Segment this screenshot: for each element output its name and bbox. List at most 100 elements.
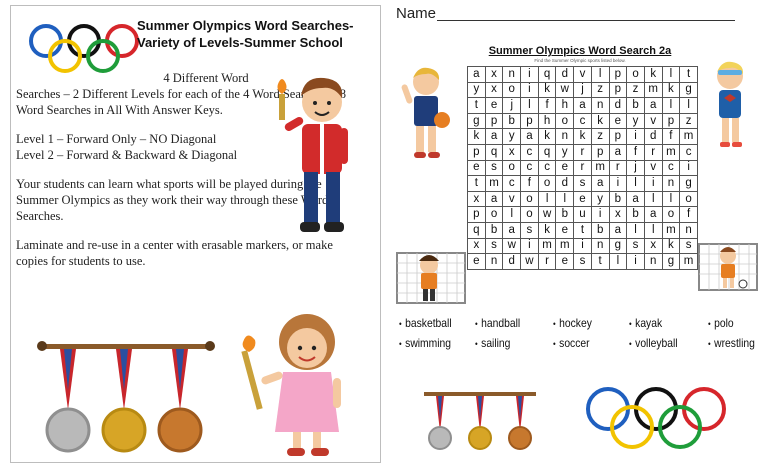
grid-cell: k (643, 66, 663, 83)
grid-cell: k (537, 81, 557, 99)
grid-cell: g (679, 81, 698, 99)
grid-cell: d (643, 128, 663, 145)
grid-cell: e (555, 159, 575, 177)
grid-cell: c (520, 159, 539, 177)
bullet-icon: • (553, 319, 556, 329)
grid-cell: e (467, 253, 486, 270)
grid-cell: s (520, 221, 539, 239)
grid-cell: v (643, 159, 663, 177)
grid-cell: a (608, 143, 628, 161)
word-text: wrestling (714, 336, 755, 350)
grid-cell: k (537, 128, 557, 145)
grid-cell: t (467, 97, 486, 114)
grid-cell: r (573, 159, 592, 177)
grid-cell: v (502, 190, 522, 208)
grid-cell: a (608, 221, 628, 239)
medals-illustration (37, 341, 215, 453)
bullet-icon: • (708, 319, 711, 329)
grid-cell: o (502, 81, 522, 99)
grid-cell: o (484, 206, 504, 223)
grid-cell: m (484, 175, 504, 192)
grid-cell: w (520, 253, 539, 270)
grid-cell: l (555, 190, 575, 208)
grid-cell: x (484, 81, 504, 99)
grid-cell: b (484, 221, 504, 239)
grid-cell: m (643, 81, 663, 99)
grid-cell: b (626, 206, 645, 223)
word-bank-item: • soccer (553, 336, 618, 350)
grid-cell: i (590, 206, 610, 223)
grid-cell: n (484, 253, 504, 270)
grid-cell: a (590, 175, 610, 192)
grid-cell: l (643, 221, 663, 239)
grid-cell: o (626, 66, 645, 83)
grid-cell: f (661, 128, 681, 145)
grid-cell: k (590, 112, 610, 130)
grid-cell: e (573, 190, 592, 208)
level-1-text: Level 1 – Forward Only – NO Diagonal (16, 132, 217, 146)
grid-cell: x (467, 237, 486, 255)
grid-cell: t (573, 221, 592, 239)
grid-cell: l (502, 206, 522, 223)
grid-cell: r (537, 253, 557, 270)
grid-cell: k (537, 221, 557, 239)
level-2-text: Level 2 – Forward & Backward & Diagonal (16, 148, 238, 162)
grid-cell: i (608, 175, 628, 192)
grid-cell: n (502, 66, 522, 83)
word-text: volleyball (635, 336, 678, 350)
word-search-title: Summer Olympics Word Search 2a (488, 45, 672, 57)
laminate-paragraph: Laminate and re-use in a center with era… (16, 238, 333, 268)
grid-cell: p (467, 143, 486, 161)
grid-cell: q (484, 143, 504, 161)
grid-cell: p (608, 81, 628, 99)
grid-cell: d (555, 175, 575, 192)
grid-cell: m (679, 253, 698, 270)
grid-cell: n (643, 253, 663, 270)
learn-paragraph: Your students can learn what sports will… (16, 177, 329, 223)
grid-cell: i (520, 237, 539, 255)
grid-cell: s (573, 175, 592, 192)
word-bank-item: • wrestling (708, 336, 768, 350)
grid-cell: m (537, 237, 557, 255)
grid-cell: w (502, 237, 522, 255)
word-text: hockey (559, 316, 592, 330)
grid-cell: x (608, 206, 628, 223)
count-rest: Searches – 2 Different Levels for each o… (16, 87, 347, 117)
grid-cell: n (679, 221, 698, 239)
grid-cell: y (502, 128, 522, 145)
grid-cell: h (555, 97, 575, 114)
grid-cell: n (590, 237, 610, 255)
grid-cell: m (590, 159, 610, 177)
grid-cell: a (502, 221, 522, 239)
swimmer-kid-illustration (717, 61, 744, 147)
grid-cell: m (661, 143, 681, 161)
grid-cell: p (608, 128, 628, 145)
grid-cell: z (590, 128, 610, 145)
name-underline (437, 20, 735, 21)
grid-cell: n (661, 175, 681, 192)
grid-cell: p (520, 112, 539, 130)
grid-cell: v (643, 112, 663, 130)
grid-cell: a (467, 66, 486, 83)
grid-cell: l (643, 190, 663, 208)
word-text: sailing (481, 336, 511, 350)
grid-cell: k (573, 128, 592, 145)
grid-cell: l (520, 97, 539, 114)
grid-cell: e (467, 159, 486, 177)
grid-cell: v (573, 66, 592, 83)
grid-cell: t (679, 66, 698, 83)
basketball-kid-illustration (401, 67, 450, 158)
grid-cell: j (502, 97, 522, 114)
grid-cell: e (555, 221, 575, 239)
grid-cell: n (555, 128, 575, 145)
grid-cell: c (502, 175, 522, 192)
